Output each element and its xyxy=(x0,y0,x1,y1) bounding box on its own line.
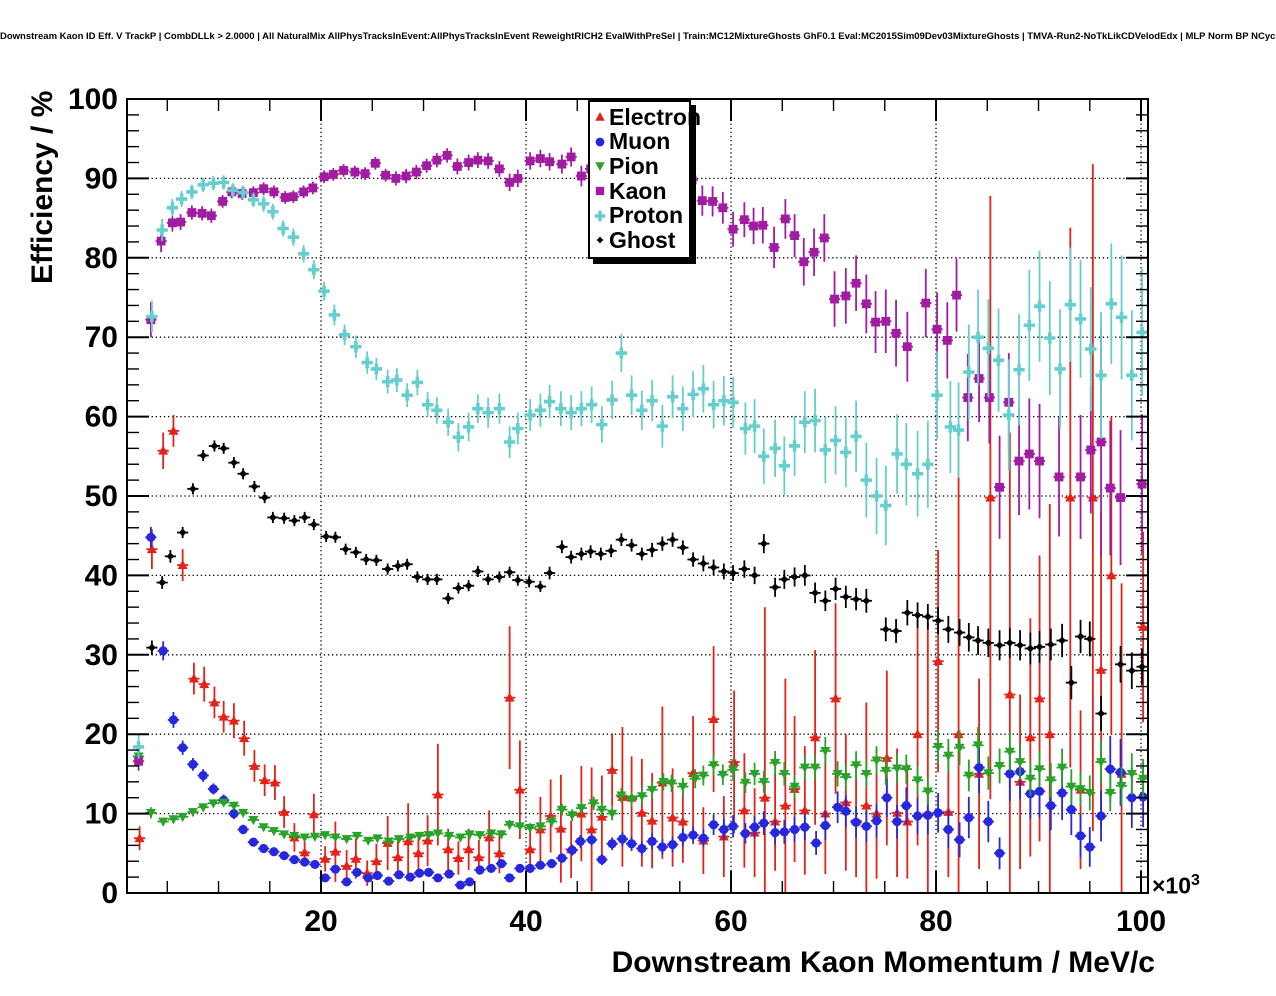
legend-marker-diamond xyxy=(596,236,604,244)
y-tick-label: 40 xyxy=(85,559,118,592)
y-tick-label: 0 xyxy=(101,877,118,910)
legend-label: Proton xyxy=(609,202,684,229)
legend-label: Ghost xyxy=(609,226,676,253)
y-tick-label: 70 xyxy=(85,321,118,354)
x-axis-multiplier: ×103 xyxy=(1152,872,1200,900)
legend-item-ghost: Ghost xyxy=(592,228,689,253)
series-pion xyxy=(132,727,1149,847)
x-tick-label: 60 xyxy=(714,905,747,938)
legend-marker-triangle-down xyxy=(595,162,605,172)
legend-label: Electron xyxy=(609,103,702,130)
legend-marker-triangle-up xyxy=(595,112,605,122)
y-tick-label: 20 xyxy=(85,718,118,751)
x-axis-title: Downstream Kaon Momentum / MeV/c xyxy=(611,946,1155,979)
x-tick-label: 100 xyxy=(1116,905,1166,938)
legend-marker-square xyxy=(595,186,605,196)
y-tick-label: 50 xyxy=(85,480,118,513)
x-tick-label: 80 xyxy=(919,905,952,938)
series-proton xyxy=(132,175,1148,759)
series-muon xyxy=(145,526,1149,890)
legend-label: Pion xyxy=(609,152,659,179)
legend: Electron Muon Pion Kaon Proton Ghost xyxy=(588,100,701,259)
y-tick-label: 10 xyxy=(85,798,118,831)
tick-labels: 0 10 20 30 40 50 60 70 80 90 100 20 40 60 80 100 xyxy=(68,83,1166,938)
y-tick-label: 100 xyxy=(68,83,118,116)
legend-marker-plus xyxy=(594,210,606,221)
legend-marker-circle xyxy=(595,137,605,147)
multiplier-base: ×10 xyxy=(1152,872,1192,899)
y-tick-label: 80 xyxy=(85,242,118,275)
legend-item-proton: Proton xyxy=(592,203,689,228)
series-electron xyxy=(134,164,1149,893)
plot-frame xyxy=(126,98,1149,894)
x-tick-label: 40 xyxy=(509,905,542,938)
y-tick-label: 30 xyxy=(85,639,118,672)
y-tick-label: 90 xyxy=(85,162,118,195)
y-tick-label: 60 xyxy=(85,401,118,434)
x-tick-label: 20 xyxy=(304,905,337,938)
legend-label: Kaon xyxy=(609,177,667,204)
legend-item-electron: Electron xyxy=(592,105,701,130)
legend-item-muon: Muon xyxy=(592,130,689,155)
legend-label: Muon xyxy=(609,128,671,155)
legend-item-pion: Pion xyxy=(592,154,689,179)
legend-item-kaon: Kaon xyxy=(592,179,689,204)
series-ghost xyxy=(146,440,1148,732)
multiplier-exponent: 3 xyxy=(1191,872,1200,889)
plot-title: Downstream Kaon ID Eff. V TrackP | CombD… xyxy=(0,31,1276,42)
